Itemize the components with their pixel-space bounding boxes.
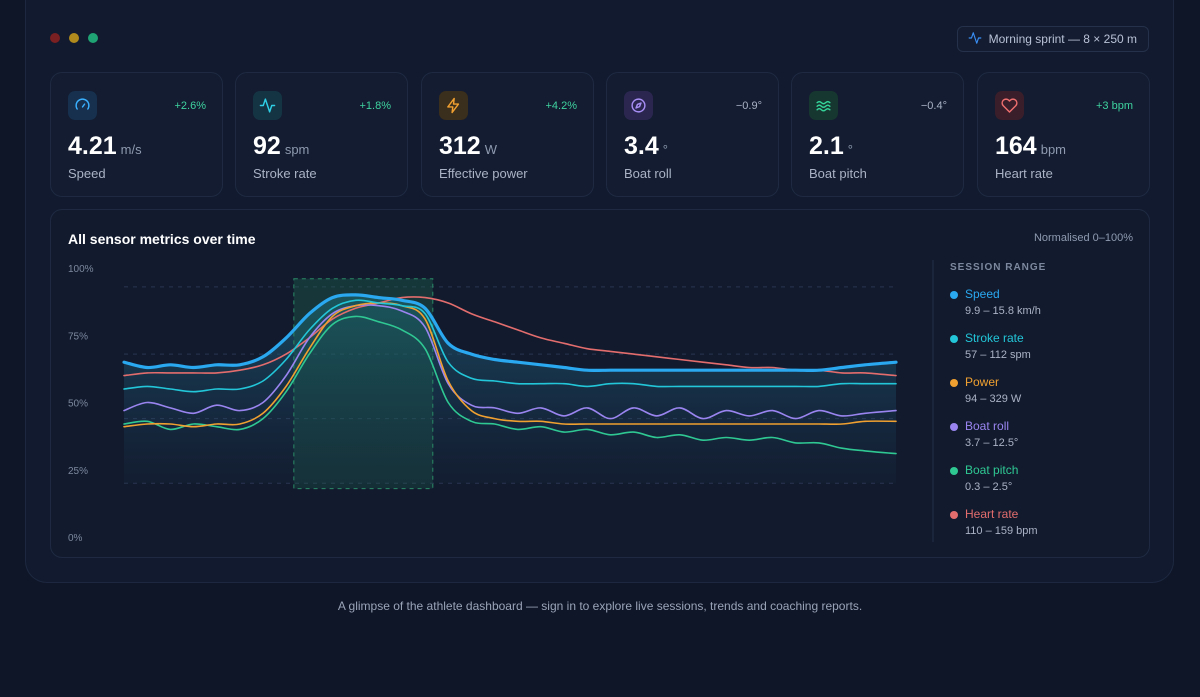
metric-delta: −0.9° [735,100,762,112]
metric-label: Heart rate [995,166,1053,181]
metric-card-speed[interactable]: +2.6% 4.21 m/s Speed [50,72,223,197]
gauge-icon [68,91,97,120]
series-line-heart-rate [123,296,897,377]
session-range-legend: SESSION RANGE Speed 9.9 – 15.8 km/h Stro… [950,262,1046,537]
metric-delta: +4.2% [545,100,578,112]
legend-series-name: Power [965,375,1000,389]
metric-delta: −0.4° [920,100,947,112]
legend-series-name: Boat pitch [965,463,1019,477]
metric-unit: ° [847,142,853,157]
legend-series-range: 3.7 – 12.5° [965,437,1019,449]
metric-value: 312 [439,132,481,160]
panel-title: All sensor metrics over time [68,231,256,247]
series-line-boat-roll [123,304,897,420]
metric-value-group: 4.21 m/s [68,132,142,161]
close-dot[interactable] [50,33,60,43]
compass-icon [624,91,653,120]
legend-series-range: 110 – 159 bpm [965,525,1038,537]
legend-title: SESSION RANGE [950,262,1047,273]
legend-item-boat-pitch[interactable]: Boat pitch 0.3 – 2.5° [950,463,1046,493]
metric-delta: +2.6% [174,100,207,112]
session-label: Morning sprint — 8 × 250 m [988,32,1137,46]
metric-card-heart-rate[interactable]: +3 bpm 164 bpm Heart rate [977,72,1150,197]
series-line-stroke-rate [123,299,897,393]
metrics-line-chart: 100% 75% 50% 25% 0% [68,260,934,544]
legend-series-range: 94 – 329 W [965,393,1022,405]
bolt-icon [439,91,468,120]
y-tick-label: 25% [68,466,88,477]
metric-value: 2.1 [809,132,844,160]
metric-value-group: 2.1 ° [809,132,853,161]
series-line-power [123,302,897,428]
metric-cards: +2.6% 4.21 m/s Speed +1.8% 92 spm Stroke r… [50,72,1150,197]
metric-label: Speed [68,166,106,181]
y-tick-label: 100% [68,264,94,275]
metric-value: 4.21 [68,132,117,160]
y-tick-label: 75% [68,331,88,342]
metric-value-group: 3.4 ° [624,132,668,161]
metric-value-group: 164 bpm [995,132,1066,161]
metric-label: Effective power [439,166,528,181]
legend-series-range: 57 – 112 spm [965,349,1031,361]
metric-unit: m/s [120,142,142,157]
metric-value-group: 92 spm [253,132,309,161]
maximize-dot[interactable] [88,33,98,43]
legend-item-speed[interactable]: Speed 9.9 – 15.8 km/h [950,287,1046,317]
legend-series-name: Heart rate [965,507,1019,521]
y-tick-label: 0% [68,533,83,544]
metric-unit: ° [662,142,668,157]
window-controls [50,33,98,43]
legend-dot [950,335,958,343]
legend-series-name: Stroke rate [965,331,1024,345]
legend-item-stroke-rate[interactable]: Stroke rate 57 – 112 spm [950,331,1046,361]
metric-value: 3.4 [624,132,659,160]
legend-dot [950,467,958,475]
legend-item-power[interactable]: Power 94 – 329 W [950,375,1046,405]
metric-card-boat-pitch[interactable]: −0.4° 2.1 ° Boat pitch [791,72,964,197]
normalisation-note: Normalised 0–100% [1033,232,1133,244]
legend-item-boat-roll[interactable]: Boat roll 3.7 – 12.5° [950,419,1046,449]
metric-unit: bpm [1040,142,1067,157]
pulse-icon [253,91,282,120]
metric-label: Stroke rate [253,166,317,181]
activity-icon [968,31,982,48]
legend-dot [950,423,958,431]
metric-value: 164 [995,132,1037,160]
metric-value: 92 [253,132,281,160]
legend-series-range: 9.9 – 15.8 km/h [965,305,1041,317]
legend-series-range: 0.3 – 2.5° [965,481,1013,493]
metric-card-power[interactable]: +4.2% 312 W Effective power [421,72,594,197]
legend-dot [950,379,958,387]
heart-icon [995,91,1024,120]
legend-dot [950,291,958,299]
metric-delta: +1.8% [359,100,392,112]
metric-label: Boat roll [624,166,672,181]
series-line-boat-pitch [123,315,897,455]
metric-unit: W [484,142,497,157]
metric-card-boat-roll[interactable]: −0.9° 3.4 ° Boat roll [606,72,779,197]
waves-icon [809,91,838,120]
minimize-dot[interactable] [69,33,79,43]
legend-series-name: Speed [965,287,1000,301]
metric-value-group: 312 W [439,132,497,161]
metric-delta: +3 bpm [1096,100,1133,112]
metric-label: Boat pitch [809,166,867,181]
footer-caption: A glimpse of the athlete dashboard — sig… [337,599,863,613]
session-selector[interactable]: Morning sprint — 8 × 250 m [956,26,1149,52]
metric-card-stroke-rate[interactable]: +1.8% 92 spm Stroke rate [235,72,408,197]
legend-dot [950,511,958,519]
series-line-speed [122,293,898,373]
metric-unit: spm [284,142,310,157]
legend-series-name: Boat roll [965,419,1010,433]
legend-item-heart-rate[interactable]: Heart rate 110 – 159 bpm [950,507,1046,537]
sensor-chart-panel: All sensor metrics over time Normalised … [50,209,1150,558]
y-tick-label: 50% [68,399,88,410]
